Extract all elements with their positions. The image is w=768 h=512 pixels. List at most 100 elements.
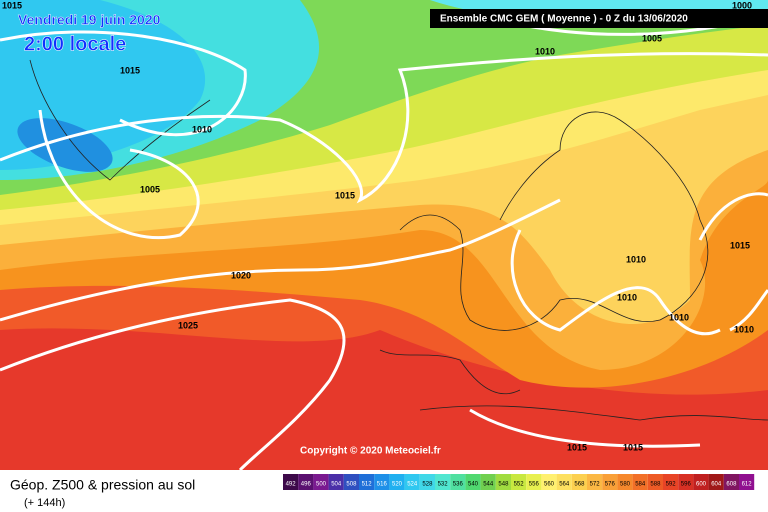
isobar-label: 1010 — [192, 124, 212, 134]
scale-label: 584 — [635, 482, 646, 488]
header: Ensemble CMC GEM ( Moyenne ) - 0 Z du 13… — [440, 14, 688, 25]
scale-swatch — [359, 474, 375, 490]
scale-swatch — [663, 474, 679, 490]
scale-swatch — [298, 474, 314, 490]
isobar — [469, 192, 768, 448]
scale-swatch — [480, 474, 496, 490]
isobar-label: 1015 — [567, 442, 587, 452]
scale-label: 500 — [316, 482, 327, 488]
scale-label: 548 — [498, 482, 509, 488]
scale-label: 508 — [346, 482, 357, 488]
isobar — [0, 52, 768, 204]
isobar-label: 1025 — [178, 320, 198, 330]
isobar-label: 1005 — [642, 33, 662, 43]
scale-swatch — [632, 474, 648, 490]
scale-swatch — [587, 474, 603, 490]
scale-label: 520 — [392, 482, 403, 488]
map-area: 1015 1000 1005 1010 1015 1010 1005 1015 1020 1025… — [0, 0, 768, 472]
isobar-label: 1010 — [669, 312, 689, 322]
copyright: Copyright © 2020 Meteociel.fr — [300, 446, 441, 457]
isobar-label: 1005 — [140, 184, 160, 194]
scale-swatch — [343, 474, 359, 490]
isobar — [38, 109, 200, 240]
scale-label: 528 — [422, 482, 433, 488]
scale-swatch — [602, 474, 618, 490]
isobar-labels: 1015 1000 1005 1010 1015 1010 1005 1015 1020 1025… — [2, 0, 754, 452]
isobar-label: 1010 — [535, 46, 555, 56]
isobar — [0, 30, 247, 137]
scale-label: 564 — [559, 482, 570, 488]
scale-swatch — [526, 474, 542, 490]
scale-swatch — [723, 474, 739, 490]
isobar-label: 1015 — [730, 240, 750, 250]
scale-label: 568 — [574, 482, 585, 488]
isobar-label: 1020 — [231, 270, 251, 280]
isobar-label: 1010 — [734, 324, 754, 334]
scale-swatch — [283, 474, 299, 490]
scale-swatch — [678, 474, 694, 490]
isobar-label: 1015 — [120, 65, 140, 75]
isobar-label: 1015 — [623, 442, 643, 452]
scale-label: 524 — [407, 482, 418, 488]
header-box — [430, 9, 768, 28]
band — [17, 118, 113, 172]
scale-label: 592 — [666, 482, 677, 488]
scale-swatch — [708, 474, 724, 490]
scale-swatch — [495, 474, 511, 490]
isobar-label: 1015 — [2, 0, 22, 10]
scale-swatch — [450, 474, 466, 490]
scale-label: 536 — [453, 482, 464, 488]
scale-label: 556 — [529, 482, 540, 488]
scale-swatch — [389, 474, 405, 490]
scale-label: 496 — [301, 482, 312, 488]
isobar — [510, 229, 721, 336]
scale-swatch — [556, 474, 572, 490]
scale-label: 608 — [726, 482, 737, 488]
scale-swatch — [328, 474, 344, 490]
scale-label: 560 — [544, 482, 555, 488]
scale-label: 540 — [468, 482, 479, 488]
scale-swatch — [541, 474, 557, 490]
time: 2:00 locale — [24, 33, 126, 55]
scale-label: 504 — [331, 482, 342, 488]
scale-label: 552 — [514, 482, 525, 488]
scale-swatch — [435, 474, 451, 490]
scale-label: 572 — [590, 482, 601, 488]
date: Vendredi 19 juin 2020 — [18, 12, 161, 28]
scale-swatch — [511, 474, 527, 490]
isobar — [0, 298, 346, 472]
scale-swatch — [739, 474, 755, 490]
isobar-label: 1010 — [626, 254, 646, 264]
isobar-label: 1000 — [732, 0, 752, 10]
scale-label: 612 — [742, 482, 753, 488]
scale-swatch — [693, 474, 709, 490]
scale-swatch — [313, 474, 329, 490]
color-scale: 492 496 500 504 508 512 516 520 524 528 532 536 540 5… — [283, 474, 755, 490]
scale-label: 580 — [620, 482, 631, 488]
scale-label: 544 — [483, 482, 494, 488]
scale-swatch — [571, 474, 587, 490]
isobar-label: 1010 — [617, 292, 637, 302]
scale-label: 576 — [605, 482, 616, 488]
scale-label: 532 — [438, 482, 449, 488]
footer-title: Géop. Z500 & pression au sol — [10, 477, 195, 493]
scale-swatch — [419, 474, 435, 490]
footer-subtitle: (+ 144h) — [24, 497, 65, 509]
isobar-label: 1015 — [335, 190, 355, 200]
scale-swatch — [647, 474, 663, 490]
scale-label: 604 — [711, 482, 722, 488]
scale-label: 512 — [362, 482, 373, 488]
scale-label: 596 — [681, 482, 692, 488]
scale-label: 492 — [286, 482, 297, 488]
scale-swatch — [465, 474, 481, 490]
scale-label: 600 — [696, 482, 707, 488]
isobar — [0, 198, 561, 322]
scale-label: 588 — [650, 482, 661, 488]
scale-swatch — [374, 474, 390, 490]
coastline — [29, 59, 768, 421]
scale-swatch — [617, 474, 633, 490]
scale-swatch — [404, 474, 420, 490]
scale-label: 516 — [377, 482, 388, 488]
